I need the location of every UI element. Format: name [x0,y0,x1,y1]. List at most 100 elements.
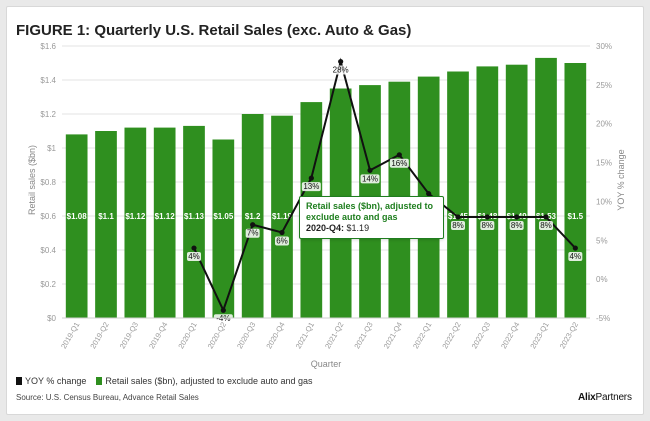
bar[interactable] [124,127,147,318]
yoy-label-bg [331,65,351,75]
legend-swatch-yoy [16,377,22,385]
bar[interactable] [65,134,88,318]
yoy-data-label: 13% [303,182,319,191]
x-tick-label: 2020-Q1 [176,321,198,351]
bar[interactable] [476,66,499,319]
y-tick-label: $0.8 [40,178,56,187]
y2-tick-label: 5% [596,236,608,245]
yoy-label-bg [539,220,553,230]
yoy-label-bg [451,220,465,230]
yoy-point[interactable] [250,222,256,228]
yoy-point[interactable] [396,152,402,158]
x-tick-label: 2019-Q1 [59,321,81,351]
yoy-point[interactable] [338,58,344,65]
y-tick-label: $0.6 [40,212,56,221]
yoy-label-bg [245,228,260,238]
x-tick-label: 2022-Q1 [411,321,433,351]
yoy-point[interactable] [543,214,549,220]
y-tick-label: $0.2 [40,280,56,289]
yoy-data-label: 28% [333,66,349,75]
bar[interactable] [505,64,528,318]
yoy-data-label: 8% [540,221,552,230]
legend-label-sales: Retail sales ($bn), adjusted to exclude … [105,376,313,386]
legend-item-sales[interactable]: Retail sales ($bn), adjusted to exclude … [96,376,313,386]
source-note: Source: U.S. Census Bureau, Advance Reta… [16,393,199,402]
legend: YOY % change Retail sales ($bn), adjuste… [16,376,313,386]
x-tick-label: 2019-Q4 [147,321,169,351]
yoy-point[interactable] [279,229,285,236]
y-tick-label: $1.2 [40,110,56,119]
y-tick-label: $0.4 [40,246,56,255]
yoy-data-label: 7% [247,229,259,238]
yoy-point[interactable] [191,245,197,251]
yoy-data-label: 8% [452,221,464,230]
yoy-data-label: 14% [362,174,378,183]
yoy-line [193,57,577,313]
tooltip-label: 2020-Q4: [306,223,345,233]
bar-data-label: $1.12 [125,212,146,221]
yoy-label-bg [275,236,289,246]
bar[interactable] [564,63,587,318]
bar[interactable] [212,139,235,319]
y2-axis-label: YOY % change [616,149,626,210]
chart-title: FIGURE 1: Quarterly U.S. Retail Sales (e… [16,22,412,39]
bar-data-label: $1.13 [184,212,205,221]
yoy-data-label: 4% [188,252,200,261]
yoy-point[interactable] [572,245,578,251]
yoy-data-label: 16% [391,159,407,168]
yoy-label-bg [509,220,524,230]
legend-swatch-sales [96,377,103,385]
y-axis-label: Retail sales ($bn) [27,145,37,215]
x-tick-label: 2021-Q4 [382,321,404,351]
y2-tick-label: 10% [596,197,612,206]
yoy-data-label: 8% [511,221,523,230]
bar[interactable] [153,127,176,318]
y2-tick-label: 25% [596,81,612,90]
yoy-point[interactable] [426,191,432,197]
x-tick-label: 2019-Q2 [88,321,110,351]
x-axis-label: Quarter [311,359,342,369]
bar[interactable] [271,115,293,318]
bar[interactable] [241,114,264,318]
yoy-point[interactable] [220,307,226,313]
x-tick-label: 2022-Q2 [440,321,462,351]
y2-tick-label: 15% [596,159,612,168]
yoy-data-label: 4% [570,252,582,261]
x-tick-label: 2020-Q4 [264,321,286,351]
bar-data-label: $1.2 [245,212,261,221]
yoy-data-label: -4% [216,314,230,323]
x-tick-label: 2020-Q2 [206,321,228,351]
x-tick-label: 2023-Q1 [528,321,550,351]
legend-item-yoy[interactable]: YOY % change [16,376,86,386]
yoy-label-bg [360,174,380,184]
yoy-point[interactable] [455,214,461,220]
yoy-label-bg [187,252,201,262]
yoy-point[interactable] [367,167,373,173]
x-tick-label: 2021-Q3 [352,321,374,351]
x-tick-label: 2020-Q3 [235,321,257,351]
tooltip: Retail sales ($bn), adjusted to exclude … [299,196,444,239]
tooltip-series: Retail sales ($bn), adjusted to exclude … [306,201,434,222]
x-tick-label: 2022-Q3 [470,321,492,351]
bar-data-label: $1.05 [213,212,234,221]
bar-data-label: $1.5 [568,212,584,221]
y2-tick-label: 0% [596,275,608,284]
y2-tick-label: 20% [596,120,612,129]
bar-data-label: $1.1 [98,212,114,221]
yoy-data-label: 8% [482,221,494,230]
yoy-point[interactable] [514,214,520,220]
bar[interactable] [535,57,557,319]
bar[interactable] [183,125,205,319]
y-tick-label: $1.4 [40,76,56,85]
yoy-label-bg [480,220,495,230]
y2-tick-label: 30% [596,42,612,51]
bar-data-label: $1.19 [272,212,293,221]
yoy-point[interactable] [308,175,314,181]
yoy-point[interactable] [484,214,490,220]
bar[interactable] [447,71,469,319]
x-tick-label: 2021-Q2 [323,321,345,351]
yoy-label-bg [301,182,321,192]
bar[interactable] [95,131,117,318]
alixpartners-logo: AlixPartners [578,392,632,403]
yoy-data-label: 6% [276,237,288,246]
